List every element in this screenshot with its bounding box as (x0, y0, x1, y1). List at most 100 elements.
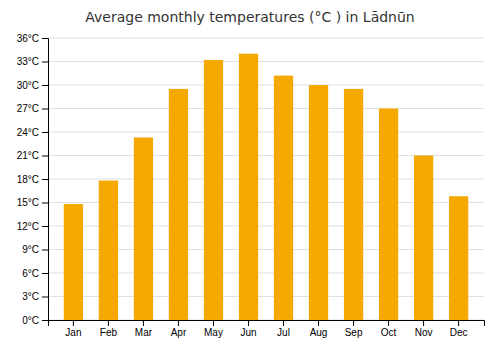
bar (134, 137, 153, 320)
x-tick-mark (248, 320, 249, 326)
y-tick-label: 33°C (17, 56, 39, 67)
grid (48, 38, 484, 320)
x-tick-mark (353, 320, 354, 326)
x-tick-mark (283, 320, 284, 326)
y-tick-label: 0°C (22, 315, 39, 326)
x-tick: Nov (415, 320, 433, 338)
y-tick: 18°C (17, 174, 48, 185)
bar (449, 196, 468, 320)
x-tick-mark (178, 320, 179, 326)
x-tick-mark (143, 320, 144, 326)
x-tick: Jul (277, 320, 290, 338)
y-tick-mark (42, 109, 48, 110)
x-tick-mark (458, 320, 459, 326)
y-tick-mark (42, 179, 48, 180)
grid-line (48, 108, 484, 109)
x-tick: Aug (310, 320, 328, 338)
bar (274, 76, 293, 320)
bar (344, 89, 363, 320)
grid-line (48, 38, 484, 39)
grid-line (48, 85, 484, 86)
y-tick-label: 3°C (22, 291, 39, 302)
x-tick-label: Jun (240, 327, 256, 338)
y-tick: 12°C (17, 221, 48, 232)
y-tick-label: 12°C (17, 221, 39, 232)
y-tick-label: 9°C (22, 244, 39, 255)
x-tick: Oct (381, 320, 397, 338)
x-tick-mark (423, 320, 424, 326)
y-tick-label: 27°C (17, 103, 39, 114)
x-tick: Feb (100, 320, 118, 338)
y-tick-label: 30°C (17, 80, 39, 91)
bar (204, 60, 223, 320)
y-tick: 6°C (22, 268, 48, 279)
y-tick-label: 18°C (17, 174, 39, 185)
x-tick: Mar (135, 320, 153, 338)
x-tick-mark (108, 320, 109, 326)
y-tick-mark (42, 297, 48, 298)
x-tick: Jan (65, 320, 81, 338)
x-tick: Dec (450, 320, 468, 338)
y-tick-mark (42, 132, 48, 133)
x-tick-label: Apr (171, 327, 187, 338)
y-tick-mark (42, 38, 48, 39)
x-tick-label: Oct (381, 327, 397, 338)
y-tick-label: 24°C (17, 127, 39, 138)
x-tick-label: Aug (310, 327, 328, 338)
y-tick: 27°C (17, 103, 48, 114)
bar (239, 54, 258, 320)
title: Average monthly temperatures (°C ) in Lā… (85, 9, 414, 25)
plot-area: 0°C 3°C 6°C 9°C 12°C 15°C 18°C 21°C 24°C 27°C 30°C… (17, 33, 485, 338)
x-tick: Sep (345, 320, 363, 338)
y-tick: 21°C (17, 150, 48, 161)
y-tick: 0°C (22, 315, 48, 326)
x-tick-label: Sep (345, 327, 363, 338)
x-tick-label: Dec (450, 327, 468, 338)
y-tick: 33°C (17, 56, 48, 67)
x-tick-mark (213, 320, 214, 326)
x-tick-label: Jul (277, 327, 290, 338)
y-tick-mark (42, 203, 48, 204)
x-tick: Jun (240, 320, 256, 338)
x-tick-mark (318, 320, 319, 326)
bar (99, 181, 118, 320)
y-tick: 15°C (17, 197, 48, 208)
x-tick-mark (73, 320, 74, 326)
chart: 0°C 3°C 6°C 9°C 12°C 15°C 18°C 21°C 24°C 27°C 30°C… (0, 0, 500, 350)
y-tick-label: 15°C (17, 197, 39, 208)
x-tick-mark (388, 320, 389, 326)
x-tick: May (204, 320, 223, 338)
x-tick-label: May (204, 327, 223, 338)
y-tick: 36°C (17, 33, 48, 44)
y-axis-line (42, 39, 49, 321)
y-tick: 3°C (22, 291, 48, 302)
y-tick: 30°C (17, 80, 48, 91)
y-tick-label: 36°C (17, 33, 39, 44)
x-tick-label: Nov (415, 327, 433, 338)
bar (309, 85, 328, 320)
y-tick-mark (42, 85, 48, 86)
x-tick-label: Feb (100, 327, 118, 338)
x-tick-label: Mar (135, 327, 153, 338)
y-tick: 24°C (17, 127, 48, 138)
grid-line (48, 61, 484, 62)
bar (414, 156, 433, 321)
y-tick-mark (42, 62, 48, 63)
bars (64, 54, 468, 320)
x-axis: Jan Feb Mar Apr May Jun Jul Aug Sep Oct Nov Dec (49, 320, 485, 338)
x-tick-label: Jan (65, 327, 81, 338)
grid-line (48, 132, 484, 133)
y-tick: 9°C (22, 244, 48, 255)
x-axis-line (49, 321, 485, 327)
y-tick-mark (42, 273, 48, 274)
x-tick: Apr (171, 320, 187, 338)
y-tick-label: 21°C (17, 150, 39, 161)
y-tick-mark (42, 320, 48, 321)
y-tick-mark (42, 156, 48, 157)
bar (169, 89, 188, 320)
y-tick-mark (42, 250, 48, 251)
y-tick-label: 6°C (22, 268, 39, 279)
bar (64, 204, 83, 320)
bar (379, 109, 398, 321)
y-axis: 0°C 3°C 6°C 9°C 12°C 15°C 18°C 21°C 24°C 27°C 30°C… (17, 33, 49, 326)
